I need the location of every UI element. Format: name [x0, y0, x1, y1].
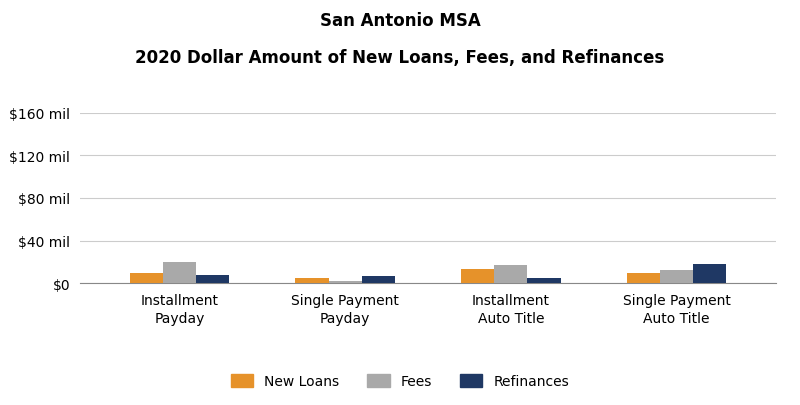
Bar [693, 264, 726, 284]
Bar [329, 281, 362, 283]
Bar [163, 262, 196, 284]
Bar [461, 270, 494, 284]
Bar [362, 276, 395, 284]
Bar [494, 265, 527, 284]
Bar [660, 271, 693, 283]
Y-axis label: Dollars: Dollars [0, 174, 1, 223]
Bar [527, 278, 561, 284]
Legend: New Loans, Fees, Refinances: New Loans, Fees, Refinances [226, 369, 574, 394]
Bar [295, 278, 329, 284]
Bar [196, 275, 229, 283]
Bar [627, 273, 660, 284]
Text: San Antonio MSA: San Antonio MSA [320, 12, 480, 30]
Text: 2020 Dollar Amount of New Loans, Fees, and Refinances: 2020 Dollar Amount of New Loans, Fees, a… [135, 49, 665, 66]
Bar [130, 273, 163, 284]
